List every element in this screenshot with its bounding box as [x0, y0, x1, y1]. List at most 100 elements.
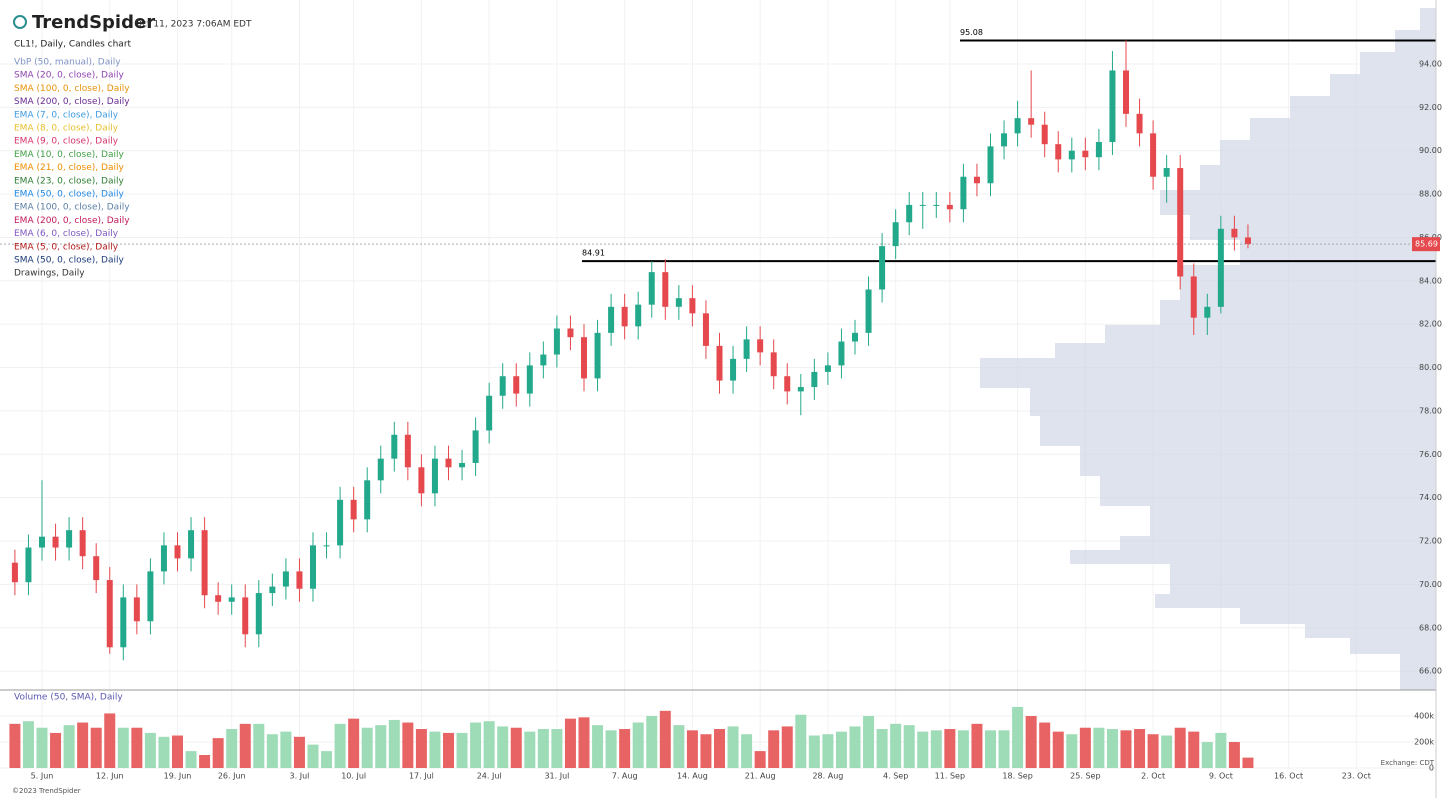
volume-bar [1174, 727, 1186, 768]
indicator-label: EMA (23, 0, close), Daily [14, 176, 124, 186]
x-tick-label: 23. Oct [1342, 772, 1371, 781]
candle-body [770, 352, 777, 377]
volume-title: Volume (50, SMA), Daily [14, 693, 123, 703]
candle-body [242, 597, 249, 635]
volume-bar [646, 716, 658, 768]
brand: TrendSpider [32, 12, 155, 33]
volume-bar [632, 722, 644, 768]
candle-body [201, 530, 208, 596]
indicator-label: Drawings, Daily [14, 269, 85, 279]
volume-bar [863, 716, 875, 768]
volume-bar [578, 717, 590, 768]
candle-body [581, 337, 587, 379]
indicator-label: EMA (21, 0, close), Daily [14, 163, 124, 173]
volume-bar [985, 730, 996, 768]
volume-bar [768, 730, 780, 768]
last-price-badge [1412, 237, 1440, 252]
x-tick-label: 10. Jul [341, 772, 366, 781]
volume-bar [957, 730, 969, 768]
candle-body [215, 595, 222, 602]
candle-body [310, 545, 316, 589]
x-tick-label: 18. Sep [1002, 772, 1032, 781]
y-tick-label: 94.00 [1419, 59, 1442, 68]
candle-body [716, 345, 723, 381]
volume-bar [280, 731, 292, 768]
candle-body [79, 530, 86, 557]
volume-bar [971, 723, 983, 768]
candle-body [987, 146, 994, 184]
y-tick-label: 66.00 [1419, 667, 1442, 676]
volume-bar [673, 725, 685, 768]
candle-body [418, 467, 425, 494]
volume-bar [903, 725, 915, 768]
indicator-label: EMA (6, 0, close), Daily [14, 229, 119, 239]
volume-bar [659, 710, 671, 768]
volume-bar [686, 730, 698, 768]
volume-bar [537, 729, 549, 768]
volume-bar [605, 730, 617, 768]
indicator-label: EMA (9, 0, close), Daily [14, 137, 119, 147]
candle-body [350, 499, 357, 520]
timestamp: Oct 11, 2023 7:06AM EDT [135, 20, 252, 30]
candle-body [1082, 150, 1089, 158]
volume-bar [361, 727, 373, 768]
volume-bar [117, 727, 129, 768]
volume-bar [226, 729, 238, 768]
candle-body [1028, 118, 1035, 125]
candle-body [1217, 228, 1224, 307]
y-tick-label: 84.00 [1419, 276, 1442, 285]
candle-body [797, 387, 804, 392]
volume-bar [795, 714, 807, 768]
volume-bar [1242, 757, 1254, 768]
candle-body [1055, 144, 1062, 160]
candle-body [526, 365, 533, 394]
x-tick-label: 7. Aug [612, 772, 638, 781]
volume-bar [808, 735, 820, 768]
volume-bar [619, 729, 631, 768]
candle-body [188, 530, 195, 559]
candle-body [621, 306, 628, 327]
candle-body [337, 499, 344, 546]
volume-bar [131, 727, 143, 768]
volume-bar [1106, 729, 1118, 768]
volume-profile [980, 8, 1436, 690]
volume-bar [1093, 727, 1105, 768]
volume-bar [321, 751, 333, 768]
volume-bar [253, 723, 265, 768]
volume-bar [781, 726, 793, 768]
candle-body [459, 462, 466, 468]
volume-bar [429, 731, 441, 768]
candle-body [1068, 150, 1075, 160]
candle-body [689, 298, 696, 314]
candle-body [811, 371, 818, 388]
volume-bar [199, 755, 211, 768]
volume-bar [50, 732, 62, 768]
candle-body [960, 176, 967, 210]
volume-tick-label: 200k [1414, 738, 1434, 747]
candle-body [1136, 113, 1143, 134]
candle-body [1041, 124, 1048, 145]
candle-body [269, 586, 276, 594]
candle-body [852, 332, 858, 342]
candle-body [120, 597, 127, 648]
candle-body [133, 597, 140, 622]
indicator-label: EMA (10, 0, close), Daily [14, 150, 124, 160]
volume-bar [402, 722, 414, 768]
candle-body [445, 458, 452, 468]
candle-body [946, 204, 953, 210]
candle-body [1123, 70, 1129, 114]
volume-tick-label: 400k [1414, 712, 1434, 721]
level-label: 95.08 [960, 28, 983, 37]
volume-bar [77, 722, 89, 768]
volume-bar [239, 723, 251, 768]
volume-bar [104, 713, 116, 768]
candle-body [567, 328, 574, 338]
volume-bar [1012, 706, 1024, 768]
indicator-label: EMA (50, 0, close), Daily [14, 190, 124, 200]
candle-body [1204, 306, 1211, 318]
candle-body [1231, 228, 1238, 238]
volume-bar [22, 721, 34, 768]
candle-body [282, 571, 289, 587]
candle-body [147, 571, 154, 622]
